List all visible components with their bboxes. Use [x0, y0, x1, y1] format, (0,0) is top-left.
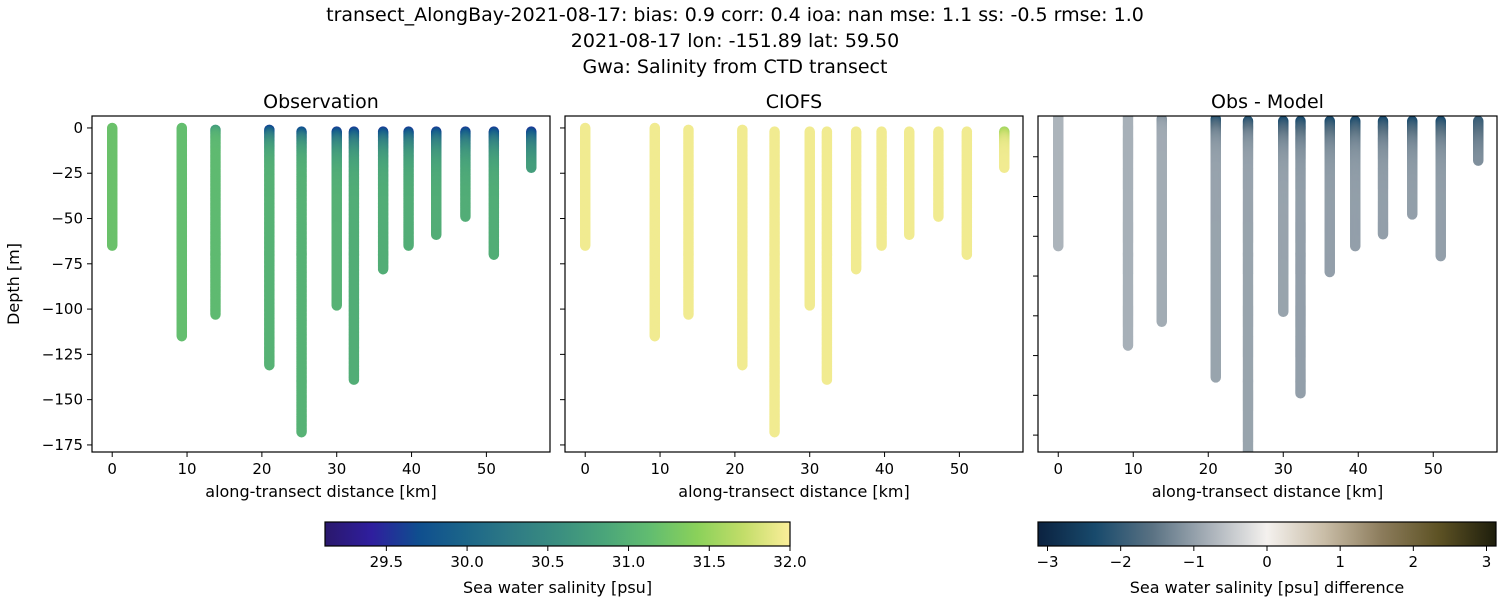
data-point: [821, 374, 833, 385]
profile-1: [1122, 116, 1134, 351]
y-tick-label: −175: [42, 436, 83, 454]
x-tick-label: 30: [327, 460, 346, 478]
data-point: [580, 240, 591, 251]
y-axis-label: Depth [m]: [4, 243, 23, 325]
x-tick-label: 10: [177, 460, 196, 478]
profile-0: [1053, 116, 1064, 252]
data-point: [933, 211, 944, 222]
data-point: [460, 211, 471, 222]
profile-2: [210, 124, 221, 320]
data-point: [999, 162, 1010, 174]
profile-8: [876, 126, 887, 251]
profile-6: [821, 126, 833, 385]
x-tick-label: 30: [800, 460, 819, 478]
profile-10: [460, 126, 471, 222]
x-tick-label: 20: [725, 460, 744, 478]
profile-7: [377, 126, 389, 275]
profile-11: [488, 126, 500, 260]
axes-frame: [564, 115, 1024, 453]
x-tick-label: 20: [252, 460, 271, 478]
data-point: [348, 374, 360, 385]
x-tick-label: 50: [950, 460, 969, 478]
data-point: [737, 360, 748, 371]
profile-3: [737, 124, 748, 371]
profile-12: [999, 126, 1010, 174]
profile-9: [904, 126, 915, 241]
x-tick-label: 0: [580, 460, 590, 478]
profile-0: [580, 122, 591, 251]
x-tick-label: 50: [477, 460, 496, 478]
figure-title-line-1: transect_AlongBay-2021-08-17: bias: 0.9 …: [326, 4, 1144, 26]
y-tick-label: −75: [51, 255, 83, 273]
x-tick-label: 40: [402, 460, 421, 478]
data-point: [683, 309, 694, 320]
profile-4: [769, 126, 780, 438]
profile-10: [933, 126, 944, 222]
profile-5: [804, 126, 815, 311]
profile-2: [683, 124, 694, 320]
data-point: [377, 264, 389, 275]
y-tick-label: −25: [51, 164, 83, 182]
data-point: [526, 162, 537, 174]
data-point: [107, 240, 118, 251]
y-tick-label: 0: [73, 119, 83, 137]
data-point: [176, 331, 188, 342]
panel-2: 0 10 20 30 40 50 CIOFS along-transect distance …: [560, 91, 1024, 501]
data-point: [1053, 241, 1064, 252]
data-point: [850, 264, 862, 275]
data-point: [403, 240, 414, 251]
profiles: [107, 122, 537, 438]
profile-11: [961, 126, 973, 260]
profiles: [580, 122, 1010, 438]
profile-8: [403, 126, 414, 251]
profile-6: [348, 126, 360, 385]
profile-1: [649, 122, 661, 342]
profile-5: [331, 126, 342, 311]
y-tick-label: −100: [42, 300, 83, 318]
figure-title-line-3: Gwa: Salinity from CTD transect: [582, 56, 888, 78]
panel-title: Observation: [263, 91, 379, 113]
figure-title-line-2: 2021-08-17 lon: -151.89 lat: 59.50: [570, 30, 900, 52]
data-point: [769, 427, 780, 438]
data-point: [431, 229, 442, 241]
y-tick-label: −50: [51, 210, 83, 228]
data-point: [876, 240, 887, 251]
y-tick-label: −150: [42, 391, 83, 409]
data-point: [904, 229, 915, 241]
profiles: [1053, 116, 1484, 452]
data-point: [264, 360, 275, 371]
x-tick-label: 40: [875, 460, 894, 478]
x-axis-label: along-transect distance [km]: [205, 482, 436, 501]
data-point: [296, 427, 307, 438]
profile-0: [107, 122, 118, 251]
y-tick-label: −125: [42, 345, 83, 363]
data-point: [961, 249, 973, 260]
x-tick-label: 10: [650, 460, 669, 478]
profile-9: [431, 126, 442, 241]
x-axis-label: along-transect distance [km]: [678, 482, 909, 501]
panel-1: 0 10 20 30 40 50 0 −25 −50 −75 −100 −125 −150 −175 Obs…: [4, 91, 551, 501]
data-point: [210, 309, 221, 320]
profile-4: [296, 126, 307, 438]
profile-3: [264, 124, 275, 371]
profile-12: [526, 126, 537, 174]
profile-1: [176, 122, 188, 342]
data-point: [804, 300, 815, 311]
data-point: [488, 249, 500, 260]
panel-title: CIOFS: [766, 91, 822, 113]
profile-7: [850, 126, 862, 275]
axes-frame: [91, 115, 551, 453]
x-tick-label: 0: [107, 460, 117, 478]
data-point: [649, 331, 661, 342]
data-point: [331, 300, 342, 311]
